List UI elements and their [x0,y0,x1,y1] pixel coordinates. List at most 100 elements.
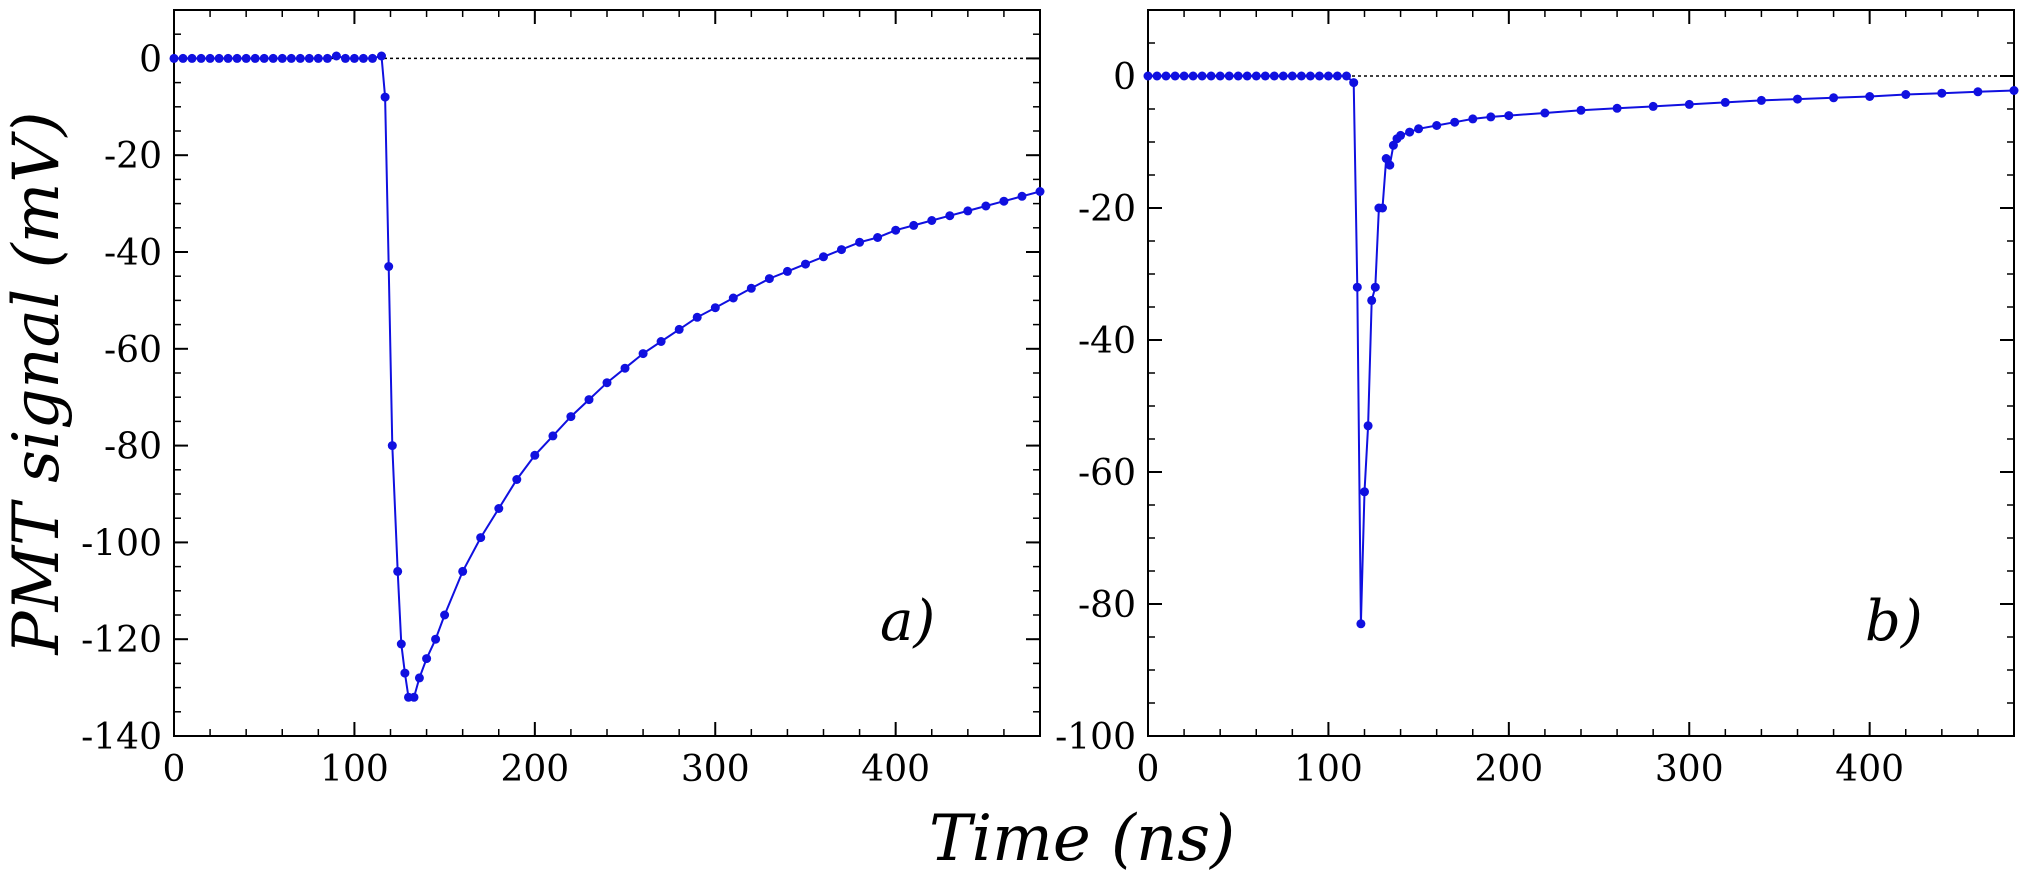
data-point [440,610,450,620]
data-point [1296,71,1306,81]
y-tick-label: -120 [81,620,162,661]
data-point [927,216,937,225]
data-point [891,225,901,235]
data-point [692,312,702,322]
data-point [205,53,215,63]
data-point [214,53,224,63]
x-tick-label: 300 [681,749,750,790]
x-tick-label: 400 [1835,749,1904,790]
data-point [1432,121,1442,130]
data-point [1242,71,1252,81]
data-point [1356,619,1366,629]
data-point [963,206,973,216]
data-point [304,53,314,63]
y-tick-label: 0 [139,39,162,80]
x-tick-label: 100 [320,749,389,790]
y-axis-title: PMT signal (mV) [0,112,74,656]
data-point [259,53,269,63]
data-point [1323,71,1333,81]
data-point [1937,88,1947,98]
data-point [1287,71,1297,81]
data-point [999,196,1009,206]
data-point [1161,71,1171,81]
data-point [1342,71,1351,81]
data-point [232,53,242,63]
data-point [1612,103,1622,113]
data-point [819,252,828,262]
data-point [295,53,305,63]
data-point [512,475,522,484]
data-point [1829,93,1839,103]
data-point [223,53,233,63]
data-point [380,92,390,102]
data-point [393,566,403,576]
data-point [1865,92,1875,101]
data-point [1388,140,1398,150]
data-point [855,237,865,247]
y-tick-label: -80 [104,427,162,468]
data-point [494,504,504,513]
data-point [1381,154,1391,163]
data-point [1396,130,1406,140]
data-point [1370,282,1380,292]
data-point [1468,114,1478,124]
data-point [1017,191,1027,201]
data-point [656,337,666,346]
y-tick-label: 0 [1113,57,1136,98]
data-point [566,412,576,422]
data-point [1540,108,1550,118]
data-point [377,51,386,61]
y-tick-label: -60 [1078,453,1136,494]
data-point [1756,95,1766,105]
data-point [1152,71,1162,81]
data-point [548,431,558,441]
data-point [1486,112,1496,122]
data-point [981,201,991,211]
data-point [458,566,468,576]
data-point [782,266,792,276]
data-point [620,363,630,373]
data-point [1901,90,1911,99]
data-point [1233,71,1243,81]
data-point [396,639,406,649]
x-tick-label: 300 [1655,749,1724,790]
data-point [196,53,206,63]
data-point [286,53,296,63]
data-point [873,233,883,242]
data-point [945,211,955,221]
data-point [241,53,251,63]
data-point [1793,94,1802,104]
data-point [1215,71,1225,81]
data-point [322,53,332,63]
data-point [349,53,359,63]
data-point [1363,421,1373,431]
data-point [2009,86,2019,95]
x-tick-label: 0 [1137,749,1160,790]
data-point [1251,71,1261,81]
data-point [584,395,594,405]
data-point [1648,101,1658,111]
data-point [1367,295,1377,305]
data-point [1179,71,1189,81]
data-point [409,692,419,702]
data-point [1352,282,1362,292]
data-point [1260,71,1270,81]
data-point [331,51,341,61]
y-tick-label: -20 [1078,189,1136,230]
data-point [1188,71,1198,81]
data-point [746,283,756,293]
data-point [476,533,486,543]
panel-a: 0 100 200 300 400 0 -20 -40 -60 -80 -100 -120 -140 a… [81,9,1045,790]
data-point [1973,87,1983,97]
y-tick-label: -40 [104,233,162,274]
data-point [837,245,846,255]
data-point [1504,111,1514,121]
data-point [710,303,720,313]
data-point [268,53,278,63]
data-point [1035,187,1045,196]
x-tick-label: 200 [1474,749,1543,790]
data-point [1349,78,1359,88]
data-point [1360,487,1369,497]
data-point [400,668,410,678]
